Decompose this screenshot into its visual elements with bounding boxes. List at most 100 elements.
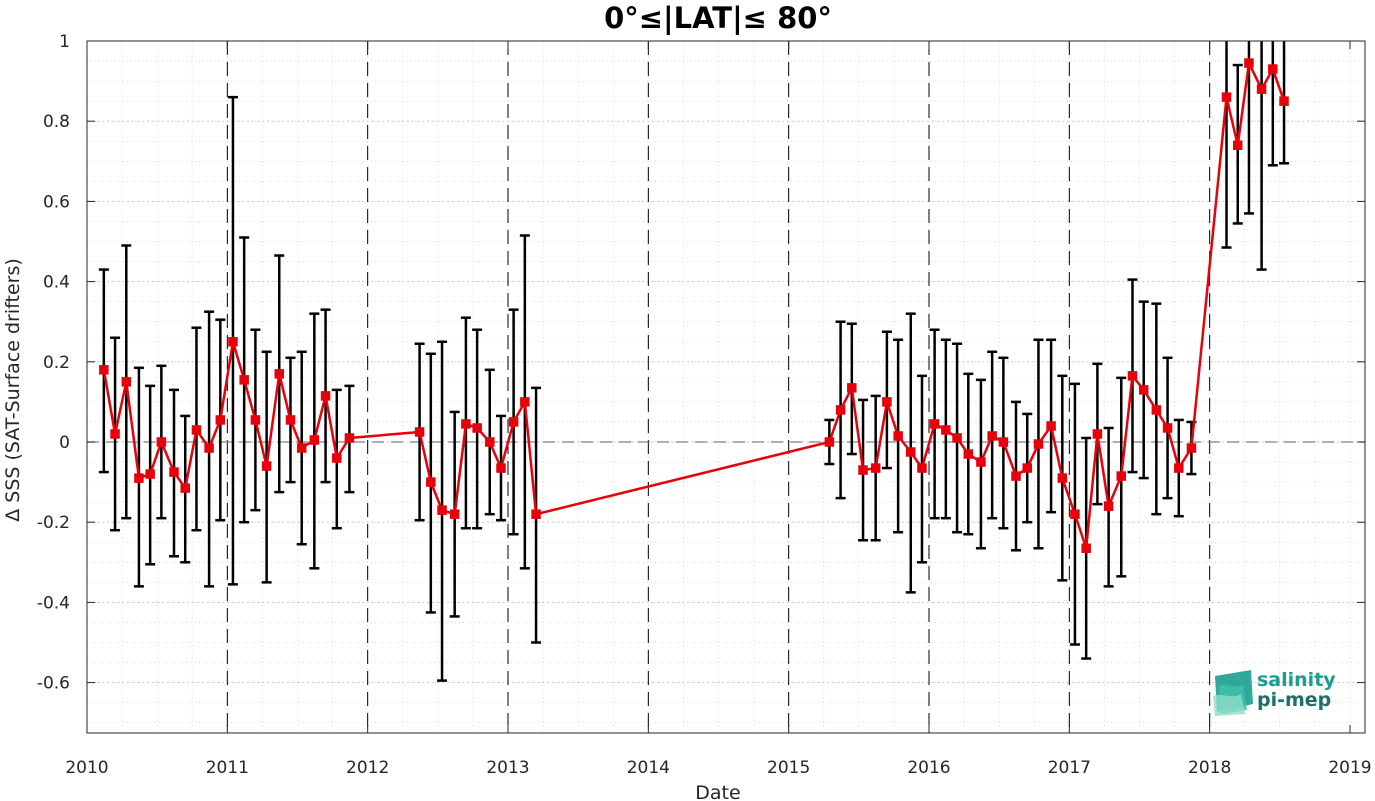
data-point bbox=[893, 431, 903, 441]
y-tick-labels: -0.6 -0.4 -0.2 0 0.2 0.4 0.6 0.8 1 bbox=[37, 32, 70, 694]
data-point bbox=[1046, 421, 1056, 431]
data-point bbox=[472, 423, 482, 433]
salinity-pimep-logo: salinity pi-mep bbox=[1213, 669, 1336, 716]
data-point bbox=[344, 433, 355, 443]
y-tick-label: -0.6 bbox=[37, 674, 70, 694]
data-point bbox=[870, 463, 881, 473]
data-point bbox=[1244, 58, 1254, 68]
axes-box bbox=[86, 40, 1366, 734]
data-point bbox=[941, 425, 951, 435]
data-point bbox=[285, 415, 296, 425]
data-point bbox=[261, 461, 272, 471]
data-point bbox=[121, 377, 132, 387]
series-line bbox=[102, 58, 1286, 549]
data-point bbox=[929, 419, 940, 429]
x-tick-label: 2010 bbox=[65, 758, 108, 778]
data-point bbox=[508, 417, 519, 427]
data-point bbox=[180, 483, 190, 493]
data-point bbox=[1116, 471, 1127, 481]
data-point bbox=[215, 415, 226, 425]
x-tick-label: 2013 bbox=[486, 758, 529, 778]
logo-text-pimep: pi-mep bbox=[1257, 689, 1331, 711]
data-point bbox=[332, 453, 342, 463]
data-point bbox=[426, 477, 436, 487]
data-point bbox=[461, 419, 471, 429]
data-point bbox=[847, 383, 857, 393]
year-marker-lines bbox=[226, 41, 1211, 733]
wave-icon bbox=[1213, 670, 1253, 716]
data-point bbox=[320, 391, 331, 401]
data-point bbox=[296, 443, 307, 453]
data-point bbox=[191, 425, 202, 435]
data-point bbox=[1268, 64, 1278, 74]
data-point bbox=[496, 463, 506, 473]
data-point bbox=[485, 437, 495, 447]
x-tick-label: 2012 bbox=[346, 758, 389, 778]
data-point bbox=[414, 427, 425, 437]
data-point bbox=[1070, 509, 1080, 519]
data-point bbox=[917, 463, 927, 473]
data-point bbox=[204, 443, 214, 453]
data-point bbox=[858, 465, 868, 475]
y-tick-label: 0.6 bbox=[43, 192, 70, 212]
data-point bbox=[1092, 429, 1103, 439]
data-point bbox=[824, 437, 835, 447]
x-tick-labels: 2010 2011 2012 2013 2014 2015 2016 2017 2018 2019 bbox=[65, 758, 1371, 778]
y-tick-label: 0.2 bbox=[43, 353, 70, 373]
x-tick-label: 2011 bbox=[206, 758, 249, 778]
data-point bbox=[156, 437, 167, 447]
y-tick-label: -0.4 bbox=[37, 593, 70, 613]
data-point bbox=[1279, 96, 1289, 106]
y-tick-label: 0 bbox=[59, 433, 70, 453]
axis-ticks bbox=[86, 40, 1365, 733]
data-point bbox=[1081, 543, 1091, 554]
data-point bbox=[169, 467, 179, 477]
data-point bbox=[1127, 371, 1138, 381]
x-tick-label: 2015 bbox=[767, 758, 810, 778]
data-point bbox=[1162, 423, 1173, 433]
data-point bbox=[1138, 385, 1149, 395]
data-point bbox=[110, 429, 120, 439]
y-tick-label: 0.4 bbox=[43, 273, 70, 293]
logo-text-salinity: salinity bbox=[1257, 669, 1336, 691]
y-axis-label: Δ SSS (SAT-Surface drifters) bbox=[2, 258, 24, 522]
series-markers bbox=[99, 58, 1289, 554]
x-tick-label: 2019 bbox=[1328, 758, 1371, 778]
data-point bbox=[998, 437, 1009, 447]
data-point bbox=[1221, 92, 1232, 102]
data-point bbox=[309, 435, 320, 445]
chart-title: 0°≤|LAT|≤ 80° bbox=[604, 1, 832, 35]
data-point bbox=[1186, 443, 1197, 453]
data-point bbox=[906, 447, 916, 457]
x-tick-label: 2014 bbox=[627, 758, 670, 778]
data-point bbox=[274, 369, 285, 379]
data-point bbox=[952, 433, 962, 443]
data-point bbox=[987, 431, 997, 441]
x-tick-label: 2016 bbox=[907, 758, 950, 778]
data-point bbox=[134, 473, 144, 483]
data-point bbox=[449, 509, 460, 519]
data-point bbox=[228, 337, 238, 347]
data-point bbox=[1033, 439, 1044, 449]
data-point bbox=[99, 365, 109, 375]
data-point bbox=[976, 457, 986, 467]
data-point bbox=[1103, 501, 1114, 511]
data-point bbox=[437, 505, 447, 515]
data-point bbox=[1057, 473, 1068, 483]
data-point bbox=[963, 449, 974, 459]
data-point bbox=[1022, 463, 1032, 473]
error-bars bbox=[98, 41, 1290, 682]
data-point bbox=[1151, 405, 1162, 415]
data-point bbox=[145, 469, 155, 479]
x-tick-label: 2017 bbox=[1048, 758, 1091, 778]
data-point bbox=[1011, 471, 1021, 481]
data-point bbox=[531, 509, 541, 519]
data-point bbox=[250, 415, 261, 425]
y-tick-label: 1 bbox=[59, 32, 70, 52]
data-point bbox=[1232, 140, 1243, 151]
data-point bbox=[1174, 463, 1184, 473]
data-point bbox=[239, 375, 249, 385]
x-tick-label: 2018 bbox=[1188, 758, 1231, 778]
data-point bbox=[882, 397, 892, 407]
